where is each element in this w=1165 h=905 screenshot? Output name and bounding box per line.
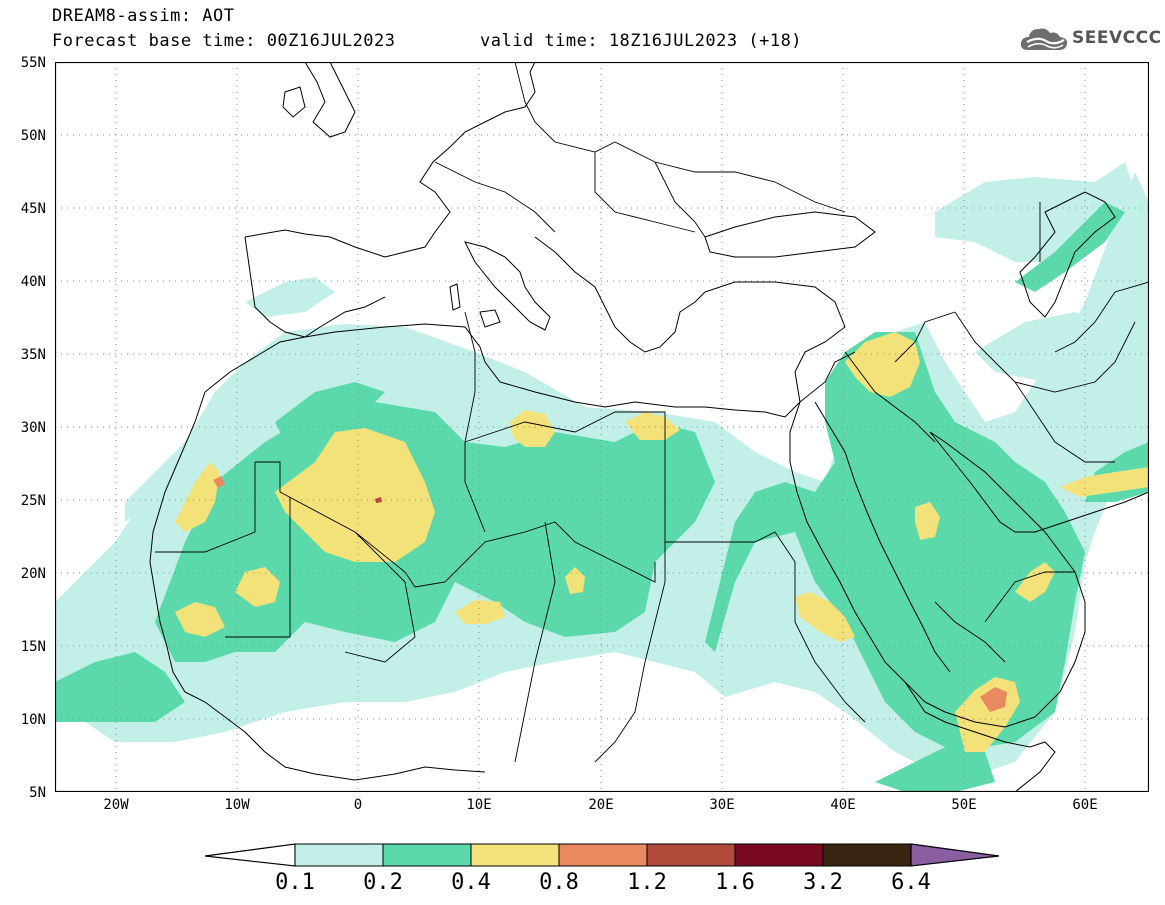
lat-label: 5N (29, 785, 46, 801)
colorbar-swatch (734, 843, 824, 867)
map-title: DREAM8-assim: AOT (52, 6, 235, 26)
colorbar-arrow-high (910, 843, 1000, 867)
colorbar-label: 1.6 (715, 870, 755, 895)
graticule (55, 62, 1149, 792)
lat-label: 25N (20, 493, 46, 509)
aot-map (55, 62, 1149, 792)
colorbar-label: 0.4 (451, 870, 491, 895)
lon-label: 20E (588, 797, 614, 813)
colorbar-swatch (294, 843, 384, 867)
lon-label: 40E (830, 797, 856, 813)
colorbar-label: 3.2 (803, 870, 843, 895)
political-borders (155, 62, 1149, 763)
colorbar-label: 0.2 (363, 870, 403, 895)
lon-label: 10E (466, 797, 492, 813)
lon-label: 60E (1072, 797, 1098, 813)
colorbar (205, 843, 1000, 867)
lat-label: 30N (20, 420, 46, 436)
colorbar-label: 0.8 (539, 870, 579, 895)
colorbar-label: 6.4 (891, 870, 931, 895)
lon-label: 0 (353, 797, 363, 813)
lat-label: 10N (20, 712, 46, 728)
seevccc-logo: SEEVCCC (1018, 22, 1161, 56)
aot-level-5-region (375, 497, 382, 503)
colorbar-swatch (470, 843, 560, 867)
lon-label: 50E (951, 797, 977, 813)
colorbar-swatch (382, 843, 472, 867)
coastlines (149, 62, 1149, 792)
lat-label: 15N (20, 639, 46, 655)
aot-level-4-region (213, 476, 1007, 712)
lat-label: 45N (20, 201, 46, 217)
valid-time: valid time: 18Z16JUL2023 (+18) (480, 31, 803, 51)
logo-text: SEEVCCC (1072, 28, 1162, 48)
colorbar-label: 1.2 (627, 870, 667, 895)
colorbar-label: 0.1 (275, 870, 315, 895)
forecast-base-time: Forecast base time: 00Z16JUL2023 (52, 31, 396, 51)
lat-label: 35N (20, 347, 46, 363)
aot-level-3-region (175, 332, 1149, 752)
cloud-icon (1020, 28, 1068, 50)
lat-label: 55N (20, 55, 46, 71)
colorbar-swatch (822, 843, 912, 867)
lat-label: 40N (20, 274, 46, 290)
lat-label: 20N (20, 566, 46, 582)
colorbar-swatch (646, 843, 736, 867)
lon-label: 10W (224, 797, 250, 813)
colorbar-swatch (558, 843, 648, 867)
lat-label: 50N (20, 128, 46, 144)
lon-label: 30E (709, 797, 735, 813)
lon-label: 20W (103, 797, 129, 813)
colorbar-arrow-low (205, 843, 296, 867)
